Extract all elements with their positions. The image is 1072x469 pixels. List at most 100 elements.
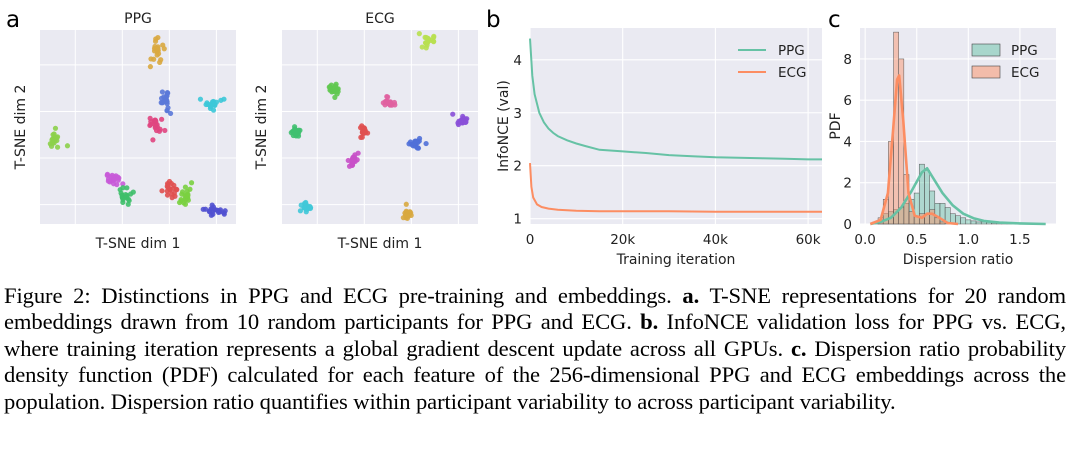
legend-patch-ppg — [971, 43, 1001, 57]
tsne-ecg-point-cluster-1 — [424, 42, 430, 48]
tsne-ppg-point-cluster-2 — [158, 57, 164, 63]
dispersion-ytick-label: 2 — [843, 176, 852, 192]
legend-patch-ecg — [971, 65, 1001, 79]
dispersion-ytick-label: 8 — [843, 52, 852, 68]
caption-b-text: InfoNCE validation loss for PPG vs. ECG,… — [4, 309, 1066, 361]
tsne-ppg-point-cluster-3 — [163, 95, 169, 101]
tsne-ecg-point-cluster-1 — [419, 44, 425, 50]
tsne-ppg-point-cluster-8 — [169, 195, 175, 201]
tsne-ecg-point-cluster-5 — [296, 127, 302, 133]
tsne-ecg-point-cluster-3 — [384, 93, 390, 100]
tsne-ppg-point-cluster-10 — [221, 211, 227, 217]
tsne-ecg-point-cluster-8 — [349, 160, 355, 167]
tsne-ppg-point-cluster-3 — [165, 90, 171, 96]
tsne-ecg-point-cluster-7 — [423, 140, 429, 147]
tsne-ppg-point-cluster-1 — [50, 132, 56, 138]
tsne-ecg-point-cluster-1 — [416, 31, 422, 37]
tsne-ecg-point-cluster-9 — [297, 208, 304, 214]
tsne-ppg-plot: PPG T-SNE dim 1 T-SNE dim 2 — [13, 11, 236, 252]
tsne-ecg-point-cluster-1 — [425, 38, 431, 44]
tsne-ecg-point-cluster-4 — [450, 111, 456, 117]
tsne-ppg-point-cluster-5 — [221, 96, 227, 102]
tsne-ecg-point-cluster-2 — [332, 83, 339, 89]
tsne-ppg-point-cluster-1 — [51, 140, 57, 146]
infonce-ytick-label: 1 — [513, 212, 522, 228]
tsne-ppg-point-cluster-4 — [153, 127, 160, 134]
legend-label-ecg: ECG — [778, 65, 806, 81]
tsne-ecg-point-cluster-7 — [406, 141, 412, 147]
tsne-ecg-point-cluster-8 — [350, 155, 356, 161]
tsne-ppg-point-cluster-7 — [120, 196, 126, 203]
tsne-ppg-point-cluster-2 — [152, 38, 159, 44]
tsne-ecg-point-cluster-3 — [389, 102, 395, 108]
caption-c-label: c. — [790, 335, 807, 361]
dispersion-bar-ppg — [970, 220, 977, 225]
tsne-ppg-point-cluster-6 — [111, 181, 117, 187]
infonce-xtick-label: 0 — [526, 232, 535, 248]
tsne-ppg-point-cluster-1 — [52, 125, 59, 131]
infonce-legend: PPG ECG — [738, 43, 806, 81]
tsne-ppg-point-cluster-4 — [159, 116, 165, 122]
tsne-ecg-point-cluster-7 — [415, 145, 421, 151]
dispersion-bar-ppg — [960, 217, 966, 225]
tsne-ppg-point-cluster-9 — [179, 189, 186, 195]
legend-label-ecg: ECG — [1011, 65, 1039, 81]
tsne-ppg-ylabel: T-SNE dim 2 — [13, 85, 29, 171]
tsne-ecg-point-cluster-4 — [456, 118, 462, 124]
tsne-ppg-xlabel: T-SNE dim 1 — [95, 236, 181, 252]
infonce-ylabel: InfoNCE (val) — [496, 80, 512, 172]
tsne-ecg-plot: ECG T-SNE dim 1 T-SNE dim 2 — [254, 11, 478, 252]
tsne-ppg-point-cluster-8 — [164, 192, 171, 198]
dispersion-xtick-label: 1.5 — [1009, 232, 1030, 248]
tsne-ecg-title: ECG — [365, 11, 394, 27]
tsne-ecg-point-cluster-8 — [345, 157, 351, 164]
caption-b-label: b. — [640, 309, 659, 335]
tsne-ecg-point-cluster-1 — [431, 33, 437, 39]
dispersion-bar-ppg — [965, 219, 972, 225]
tsne-ecg-point-cluster-9 — [301, 205, 307, 211]
tsne-ppg-point-cluster-3 — [159, 89, 165, 95]
infonce-ytick-label: 2 — [513, 159, 522, 175]
tsne-ppg-point-cluster-1 — [64, 143, 71, 149]
tsne-ppg-point-cluster-9 — [188, 180, 195, 186]
tsne-ecg-point-cluster-6 — [362, 129, 368, 135]
dispersion-xtick-label: 0.0 — [854, 232, 875, 248]
tsne-ecg-point-cluster-10 — [405, 213, 412, 219]
dispersion-kde-ppg — [870, 167, 1046, 226]
dispersion-bar-ecg — [939, 221, 946, 225]
dispersion-ylabel: PDF — [828, 112, 844, 139]
figure-caption: Figure 2: Distinctions in PPG and ECG pr… — [4, 283, 1066, 415]
tsne-ppg-point-cluster-6 — [115, 174, 121, 180]
infonce-xtick-label: 60k — [796, 232, 821, 248]
tsne-ppg-point-cluster-5 — [210, 98, 217, 105]
tsne-ppg-point-cluster-3 — [164, 108, 170, 114]
tsne-ecg-point-cluster-6 — [358, 134, 364, 140]
tsne-ppg-point-cluster-6 — [120, 181, 126, 187]
tsne-ppg-point-cluster-10 — [215, 209, 222, 216]
dispersion-xtick-label: 0.5 — [906, 232, 927, 248]
infonce-ytick-label: 4 — [513, 53, 522, 69]
tsne-ppg-point-cluster-8 — [159, 188, 165, 194]
panel-letter-c: c — [828, 7, 841, 33]
tsne-ecg-point-cluster-2 — [334, 91, 340, 97]
dispersion-legend: PPG ECG — [971, 43, 1039, 81]
tsne-ppg-point-cluster-10 — [208, 212, 214, 218]
dispersion-chart: 0.0 0.5 1.0 1.5 0 2 4 6 8 PPG ECG Dispersion rat… — [828, 28, 1056, 268]
tsne-ppg-point-cluster-3 — [158, 100, 164, 106]
legend-label-ppg: PPG — [1011, 43, 1038, 59]
dispersion-bar-ppg — [975, 221, 982, 225]
tsne-ppg-background — [40, 30, 236, 224]
caption-c-text: Dispersion ratio probability density fun… — [4, 335, 1066, 414]
tsne-ppg-point-cluster-4 — [162, 127, 168, 134]
tsne-ecg-point-cluster-9 — [302, 201, 309, 207]
caption-lead: Figure 2: Distinctions in PPG and ECG pr… — [4, 283, 672, 308]
tsne-ecg-point-cluster-5 — [295, 133, 302, 139]
tsne-ppg-point-cluster-9 — [181, 200, 187, 206]
tsne-ppg-point-cluster-8 — [167, 186, 173, 192]
tsne-ppg-point-cluster-3 — [167, 110, 174, 117]
dispersion-xlabel: Dispersion ratio — [903, 252, 1014, 268]
tsne-ppg-point-cluster-8 — [173, 186, 179, 192]
panel-letter-b: b — [486, 7, 501, 33]
caption-a-text: T-SNE representations for 20 random embe… — [4, 283, 1067, 335]
tsne-ecg-point-cluster-1 — [431, 39, 437, 45]
